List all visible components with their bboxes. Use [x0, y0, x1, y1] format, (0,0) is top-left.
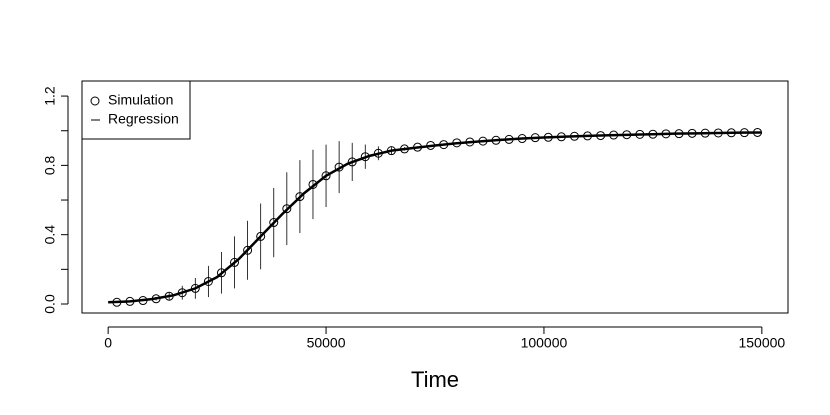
- point: [243, 245, 253, 255]
- legend-symbol: [90, 96, 100, 106]
- y-tick-label: 1.2: [42, 86, 58, 106]
- y-tick-label: 0.8: [42, 155, 58, 175]
- x-axis-label: Time: [411, 367, 459, 392]
- legend-label: Regression: [108, 111, 179, 127]
- point: [230, 257, 240, 267]
- legend-box: [81, 80, 191, 140]
- y-tick-label: 0.0: [42, 294, 58, 314]
- point: [256, 231, 266, 241]
- point: [295, 192, 305, 202]
- plot-frame: [81, 80, 789, 314]
- point: [282, 204, 292, 214]
- x-tick-label: 50000: [307, 335, 346, 351]
- x-tick-label: 150000: [738, 335, 785, 351]
- y-tick-label: 0.4: [42, 225, 58, 245]
- point: [269, 218, 279, 228]
- x-tick-label: 100000: [521, 335, 568, 351]
- point: [321, 171, 331, 181]
- x-tick-label: 0: [104, 335, 112, 351]
- regression-line: [108, 131, 762, 304]
- legend-label: Simulation: [108, 92, 173, 108]
- point: [203, 276, 213, 286]
- point: [216, 268, 226, 278]
